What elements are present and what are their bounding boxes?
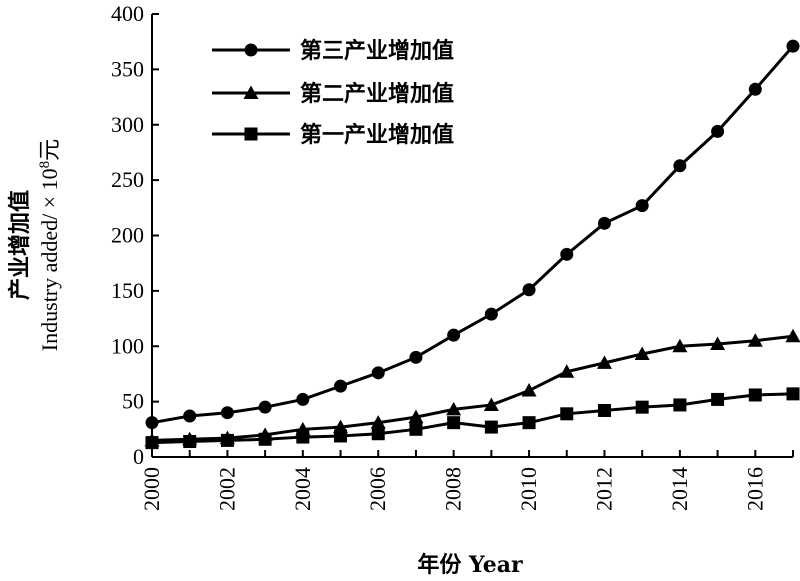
data-point (220, 406, 234, 420)
data-point (710, 336, 726, 351)
x-tick-label: 2014 (667, 467, 692, 511)
data-point (258, 432, 272, 446)
series-circle (145, 39, 800, 430)
y-axis-title: 产业增加值 Industry added/ × 108元 (7, 139, 62, 351)
data-point (635, 199, 649, 213)
data-point (370, 415, 386, 429)
x-tick-label: 2000 (139, 467, 164, 511)
data-point (334, 429, 348, 443)
data-point (296, 392, 310, 406)
data-point (786, 39, 800, 53)
data-point (748, 388, 762, 402)
x-axis-title: 年份 Year (417, 552, 523, 578)
data-point (560, 407, 574, 421)
data-point (183, 434, 197, 448)
x-tick-label: 2004 (290, 467, 315, 511)
y-axis-title-prefix: Industry added/ × 10 (37, 168, 62, 351)
data-point (596, 355, 612, 369)
data-point (447, 328, 461, 342)
y-tick-label: 150 (111, 278, 144, 303)
data-point (408, 409, 424, 424)
y-tick-label: 300 (111, 112, 144, 137)
series-square (145, 387, 800, 450)
x-tick-label: 2012 (591, 467, 616, 511)
y-tick-label: 400 (111, 1, 144, 26)
data-point (747, 333, 763, 347)
y-tick-label: 250 (111, 167, 144, 192)
legend-marker (243, 85, 259, 99)
data-point (371, 366, 385, 380)
data-point (521, 383, 537, 397)
legend-item: 第一产业增加值 (212, 122, 454, 148)
data-point (522, 416, 536, 430)
data-point (183, 409, 197, 423)
x-tick-label: 2006 (365, 467, 390, 511)
y-tick-label: 50 (122, 389, 144, 414)
data-point (409, 422, 423, 436)
y-axis-title-line2: Industry added/ × 108元 (37, 139, 62, 351)
data-point (409, 350, 423, 364)
data-point (711, 392, 725, 406)
legend-marker (244, 127, 258, 141)
y-axis-title-suffix: 元 (37, 139, 62, 161)
data-point (334, 379, 348, 393)
legend-label: 第三产业增加值 (300, 38, 454, 64)
data-point (560, 247, 574, 261)
plot-area: 0 50 100 150 200 250 300 350 400 2000 2002 2004 2006… (111, 1, 800, 511)
data-point (785, 328, 800, 343)
data-point (447, 416, 461, 430)
data-point (258, 400, 272, 414)
legend-label: 第一产业增加值 (300, 122, 454, 148)
data-point (484, 307, 498, 321)
legend-item: 第三产业增加值 (212, 38, 454, 64)
y-tick-label: 350 (111, 56, 144, 81)
data-point (673, 159, 687, 173)
x-tick-label: 2010 (516, 467, 541, 511)
data-point (634, 346, 650, 361)
data-point (711, 124, 725, 138)
data-point (597, 216, 611, 230)
data-point (597, 403, 611, 417)
series-triangle (144, 328, 800, 447)
x-tick-label: 2016 (742, 467, 767, 511)
data-point (484, 420, 498, 434)
data-point (672, 338, 688, 353)
series-line (151, 45, 795, 425)
data-point (748, 82, 762, 96)
data-point (145, 436, 159, 450)
y-tick-label: 200 (111, 223, 144, 248)
data-point (786, 387, 800, 401)
legend-item: 第二产业增加值 (212, 81, 454, 107)
y-tick-label: 0 (133, 444, 144, 469)
data-point (483, 397, 499, 411)
x-tick-label: 2002 (214, 467, 239, 511)
y-axis-title-line1: 产业增加值 (7, 190, 33, 300)
data-point (559, 364, 575, 378)
data-point (673, 398, 687, 412)
data-point (145, 416, 159, 430)
data-point (446, 401, 462, 416)
legend-marker (244, 43, 258, 57)
data-point (220, 433, 234, 447)
data-point (635, 400, 649, 414)
legend-label: 第二产业增加值 (300, 81, 454, 107)
y-tick-label: 100 (111, 333, 144, 358)
data-point (296, 430, 310, 444)
y-axis-title-sup: 8 (37, 161, 53, 169)
x-tick-label: 2008 (441, 467, 466, 511)
data-point (522, 283, 536, 297)
data-point (371, 427, 385, 441)
